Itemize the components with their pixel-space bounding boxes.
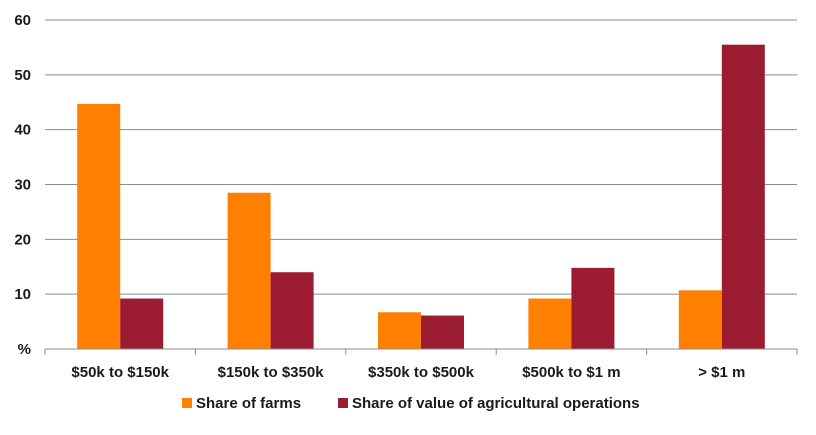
bar-share-of-farms-2 [378, 312, 421, 349]
y-axis: % 10 20 30 40 50 60 [14, 12, 31, 358]
bar-share-of-value-3 [571, 267, 615, 349]
y-tick-label: 10 [14, 286, 31, 303]
y-tick-label: 20 [14, 231, 31, 248]
legend-swatch [182, 398, 192, 408]
y-tick-label: 50 [14, 67, 31, 84]
bars [77, 44, 765, 350]
y-tick-label: 40 [14, 122, 31, 139]
x-tick-label: > $1 m [698, 364, 745, 381]
x-tick-label: $500k to $1 m [522, 364, 620, 381]
bar-share-of-farms-0 [77, 103, 121, 350]
x-tick-label: $50k to $150k [71, 364, 169, 381]
bar-share-of-value-0 [120, 298, 164, 349]
legend: Share of farms Share of value of agricult… [182, 395, 640, 412]
bar-share-of-value-2 [421, 315, 464, 349]
bar-share-of-farms-4 [678, 290, 722, 349]
x-tick-label: $150k to $350k [218, 364, 325, 381]
legend-label: Share of farms [196, 395, 301, 412]
y-tick-label: % [18, 341, 31, 358]
y-tick-label: 30 [14, 177, 31, 194]
y-tick-label: 60 [14, 12, 31, 29]
gridlines [45, 19, 797, 295]
bar-share-of-farms-3 [528, 298, 572, 349]
x-axis: $50k to $150k $150k to $350k $350k to $500… [44, 348, 798, 381]
x-tick-label: $350k to $500k [368, 364, 475, 381]
bar-share-of-farms-1 [227, 192, 271, 349]
bar-share-of-value-4 [721, 44, 765, 350]
bar-share-of-value-1 [270, 272, 314, 349]
legend-label: Share of value of agricultural operation… [352, 395, 640, 412]
legend-swatch [338, 398, 348, 408]
